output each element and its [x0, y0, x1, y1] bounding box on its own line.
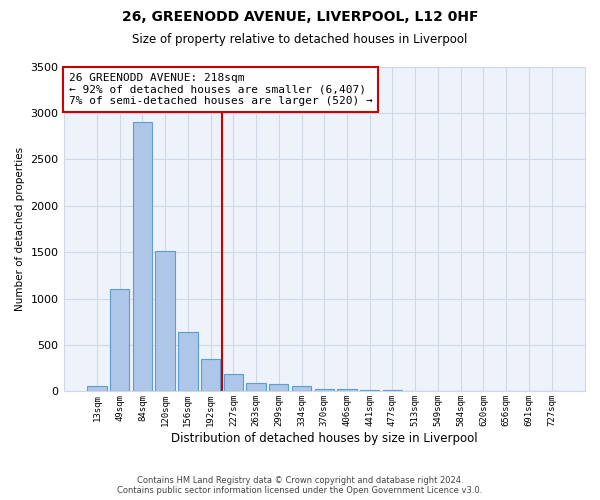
Text: 26 GREENODD AVENUE: 218sqm
← 92% of detached houses are smaller (6,407)
7% of se: 26 GREENODD AVENUE: 218sqm ← 92% of deta… — [69, 73, 373, 106]
Text: Size of property relative to detached houses in Liverpool: Size of property relative to detached ho… — [133, 32, 467, 46]
Bar — [133, 122, 152, 392]
Y-axis label: Number of detached properties: Number of detached properties — [15, 147, 25, 311]
Bar — [110, 290, 130, 392]
X-axis label: Distribution of detached houses by size in Liverpool: Distribution of detached houses by size … — [171, 432, 478, 445]
Bar — [224, 374, 243, 392]
Bar — [383, 390, 402, 392]
Bar — [201, 360, 220, 392]
Bar — [292, 386, 311, 392]
Bar — [155, 251, 175, 392]
Text: 26, GREENODD AVENUE, LIVERPOOL, L12 0HF: 26, GREENODD AVENUE, LIVERPOOL, L12 0HF — [122, 10, 478, 24]
Bar — [269, 384, 289, 392]
Bar — [87, 386, 107, 392]
Bar — [337, 389, 356, 392]
Bar — [360, 390, 379, 392]
Bar — [178, 332, 197, 392]
Text: Contains HM Land Registry data © Crown copyright and database right 2024.
Contai: Contains HM Land Registry data © Crown c… — [118, 476, 482, 495]
Bar — [314, 388, 334, 392]
Bar — [247, 382, 266, 392]
